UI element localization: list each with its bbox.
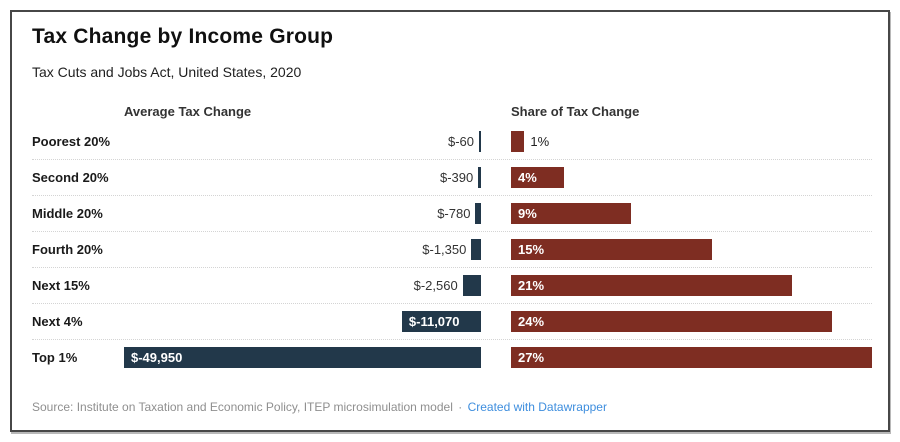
header-spacer bbox=[32, 104, 124, 119]
chart-row: Second 20% $-390 4% bbox=[32, 159, 872, 195]
income-group-label: Second 20% bbox=[32, 170, 109, 185]
income-group-label: Next 15% bbox=[32, 278, 90, 293]
left-column-header: Average Tax Change bbox=[124, 104, 252, 119]
share-of-tax-change-value: 9% bbox=[518, 206, 537, 221]
chart-row: Next 15% $-2,560 21% bbox=[32, 267, 872, 303]
share-of-tax-change-value: 21% bbox=[518, 278, 545, 293]
share-of-tax-change-bar[interactable] bbox=[511, 130, 525, 152]
share-of-tax-change-value: 27% bbox=[518, 350, 545, 365]
income-group-label: Fourth 20% bbox=[32, 242, 103, 257]
avg-tax-change-value: $-2,560 bbox=[413, 278, 458, 293]
footer-separator: · bbox=[458, 400, 463, 414]
share-of-tax-change-bar[interactable]: 21% bbox=[511, 275, 792, 296]
chart-row: Top 1% $-49,950 27% bbox=[32, 339, 872, 375]
share-of-tax-change-cell: 27% bbox=[511, 340, 872, 375]
chart-title: Tax Change by Income Group bbox=[32, 25, 334, 48]
chart-row: Middle 20% $-780 9% bbox=[32, 195, 872, 231]
avg-tax-change-bar[interactable] bbox=[471, 239, 481, 260]
share-of-tax-change-value: 15% bbox=[518, 242, 545, 257]
avg-tax-change-value: $-49,950 bbox=[131, 350, 183, 365]
avg-tax-change-bar[interactable]: $-11,070 bbox=[401, 311, 481, 332]
chart-card: Tax Change by Income Group Tax Cuts and … bbox=[10, 10, 890, 432]
income-group-label: Middle 20% bbox=[32, 206, 103, 221]
share-of-tax-change-cell: 21% bbox=[511, 268, 872, 303]
avg-tax-change-value: $-60 bbox=[447, 133, 474, 149]
income-group-label: Next 4% bbox=[32, 314, 83, 329]
avg-tax-change-cell: $-2,560 bbox=[124, 268, 481, 303]
chart-subtitle: Tax Cuts and Jobs Act, United States, 20… bbox=[32, 64, 302, 80]
avg-tax-change-value: $-780 bbox=[437, 206, 471, 221]
share-of-tax-change-value: 24% bbox=[518, 314, 545, 329]
avg-tax-change-bar[interactable] bbox=[475, 203, 481, 224]
avg-tax-change-cell: $-390 bbox=[124, 160, 481, 195]
avg-tax-change-value: $-1,350 bbox=[422, 242, 467, 257]
share-of-tax-change-value: 1% bbox=[530, 133, 550, 149]
chart-row: Next 4% $-11,070 24% bbox=[32, 303, 872, 339]
avg-tax-change-cell: $-60 bbox=[124, 123, 481, 159]
share-of-tax-change-value: 4% bbox=[518, 170, 537, 185]
share-of-tax-change-bar[interactable]: 9% bbox=[511, 203, 632, 224]
right-column-header: Share of Tax Change bbox=[511, 104, 640, 119]
avg-tax-change-bar[interactable] bbox=[462, 275, 481, 296]
income-group-label: Poorest 20% bbox=[32, 133, 111, 149]
avg-tax-change-cell: $-11,070 bbox=[124, 304, 481, 339]
avg-tax-change-cell: $-49,950 bbox=[124, 340, 481, 375]
avg-tax-change-bar[interactable]: $-49,950 bbox=[124, 347, 481, 368]
source-text: Source: Institute on Taxation and Econom… bbox=[32, 400, 453, 414]
chart-rows: Poorest 20% $-60 1% Second 20% $-390 4% Middle… bbox=[32, 123, 872, 375]
avg-tax-change-cell: $-1,350 bbox=[124, 232, 481, 267]
share-of-tax-change-cell: 15% bbox=[511, 232, 872, 267]
share-of-tax-change-bar[interactable]: 4% bbox=[511, 167, 565, 188]
share-of-tax-change-bar[interactable]: 15% bbox=[511, 239, 712, 260]
column-headers: Average Tax Change Share of Tax Change bbox=[32, 104, 872, 119]
chart-footer: Source: Institute on Taxation and Econom… bbox=[32, 400, 872, 418]
avg-tax-change-bar[interactable] bbox=[479, 130, 481, 152]
share-of-tax-change-cell: 24% bbox=[511, 304, 872, 339]
share-of-tax-change-bar[interactable]: 27% bbox=[511, 347, 872, 368]
avg-tax-change-bar[interactable] bbox=[478, 167, 481, 188]
income-group-label: Top 1% bbox=[32, 350, 78, 365]
share-of-tax-change-cell: 9% bbox=[511, 196, 872, 231]
share-of-tax-change-cell: 1% bbox=[511, 123, 872, 159]
share-of-tax-change-bar[interactable]: 24% bbox=[511, 311, 832, 332]
datawrapper-link[interactable]: Created with Datawrapper bbox=[467, 400, 607, 414]
chart-row: Fourth 20% $-1,350 15% bbox=[32, 231, 872, 267]
share-of-tax-change-cell: 4% bbox=[511, 160, 872, 195]
avg-tax-change-value: $-390 bbox=[439, 170, 474, 185]
avg-tax-change-value: $-11,070 bbox=[408, 314, 460, 329]
avg-tax-change-cell: $-780 bbox=[124, 196, 481, 231]
chart-row: Poorest 20% $-60 1% bbox=[32, 123, 872, 159]
